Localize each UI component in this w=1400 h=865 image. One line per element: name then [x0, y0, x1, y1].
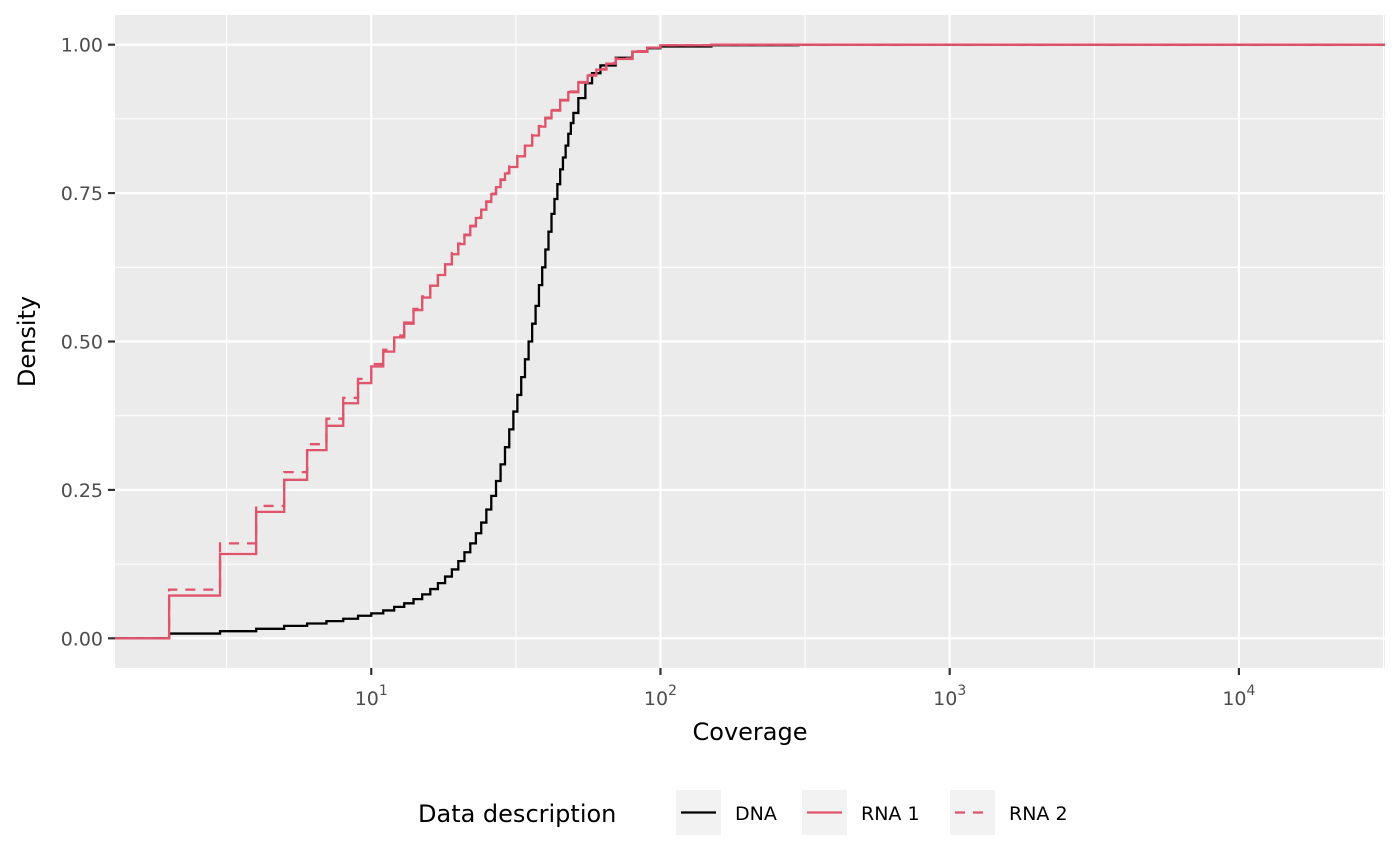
series-line-rna-1 — [115, 43, 1385, 640]
y-axis-title: Density — [13, 296, 41, 387]
major-gridlines — [115, 15, 1385, 668]
legend-title: Data description — [418, 800, 616, 828]
y-tick-label: 0.25 — [61, 480, 103, 502]
legend-entries: DNA RNA 1 RNA 2 — [676, 790, 1068, 835]
y-tick-label: 0.75 — [61, 183, 103, 205]
x-tick-label: 101 — [355, 683, 388, 710]
x-axis-title: Coverage — [693, 718, 808, 746]
x-axis: 101 102 103 104 — [355, 668, 1256, 710]
legend-label: RNA 2 — [1009, 803, 1068, 825]
x-tick-label: 104 — [1222, 683, 1255, 710]
y-tick-label: 0.00 — [61, 628, 103, 650]
x-tick-label: 102 — [644, 683, 677, 710]
series-lines — [115, 43, 1385, 640]
legend-label: RNA 1 — [861, 803, 920, 825]
legend-label: DNA — [735, 803, 777, 825]
series-line-dna — [115, 43, 1385, 640]
legend: Data description DNA RNA 1 RNA 2 — [418, 790, 1068, 835]
y-axis: 0.00 0.25 0.50 0.75 1.00 — [61, 35, 115, 650]
y-tick-label: 0.50 — [61, 332, 103, 354]
x-tick-label: 103 — [933, 683, 966, 710]
y-tick-label: 1.00 — [61, 35, 103, 57]
